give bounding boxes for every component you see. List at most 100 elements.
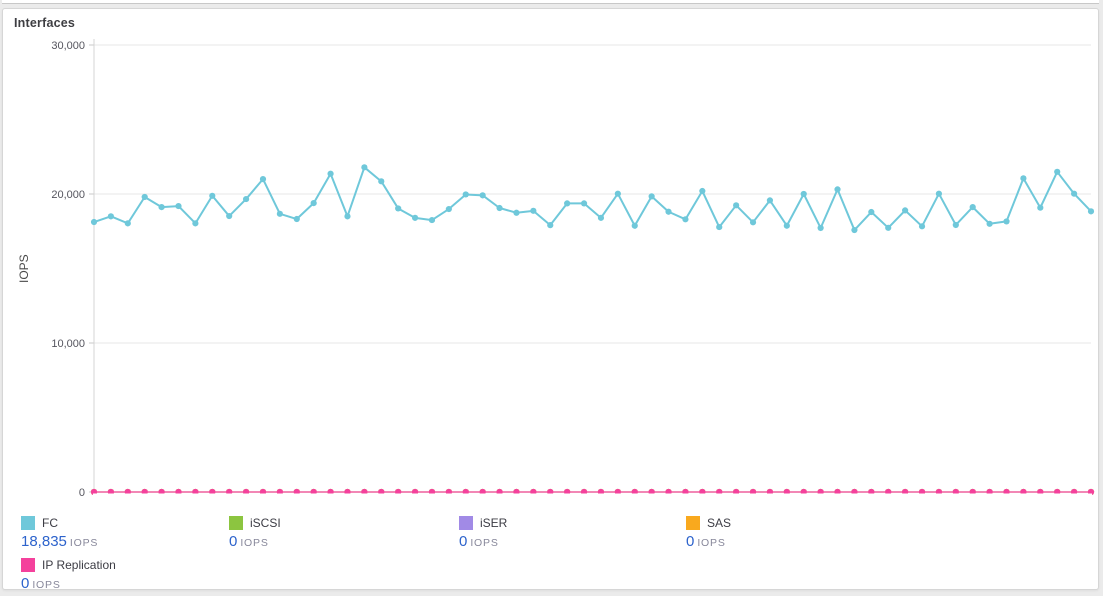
iser-iops-value: 0 bbox=[459, 533, 468, 550]
fc-series-marker bbox=[310, 199, 317, 207]
interfaces-chart: 0 10,000 20,000 30,000 bbox=[51, 39, 1095, 501]
legend-head: SAS bbox=[686, 515, 731, 531]
fc-series-marker bbox=[428, 216, 436, 224]
baseline-mask bbox=[93, 493, 1092, 501]
fc-series-marker bbox=[564, 200, 571, 207]
fc-series-marker bbox=[580, 200, 588, 207]
fc-series-marker bbox=[918, 223, 926, 230]
fc-series-marker bbox=[209, 192, 216, 199]
fc-series-marker bbox=[327, 170, 334, 177]
panel-title: Interfaces bbox=[14, 16, 76, 30]
fc-series-marker bbox=[513, 209, 520, 216]
ip-replication-iops-unit: IOPS bbox=[32, 579, 61, 591]
fc-series-marker bbox=[766, 197, 774, 204]
legend-item-iscsi[interactable]: iSCSI 0 IOPS bbox=[229, 515, 281, 550]
previous-panel-edge bbox=[2, 0, 1099, 4]
fc-series-marker bbox=[817, 224, 824, 232]
fc-series-marker bbox=[124, 220, 131, 227]
iscsi-series-swatch bbox=[229, 516, 243, 530]
iscsi-iops-unit: IOPS bbox=[240, 537, 269, 549]
y-tick-label: 20,000 bbox=[51, 189, 85, 201]
fc-series-marker bbox=[175, 202, 182, 210]
legend-value-sas: 0 IOPS bbox=[686, 534, 731, 550]
ip-replication-series-swatch bbox=[21, 558, 35, 572]
fc-series-marker bbox=[1071, 190, 1078, 197]
fc-series-marker bbox=[614, 190, 621, 197]
legend-label-iser: iSER bbox=[480, 516, 508, 530]
legend-head: FC bbox=[21, 515, 98, 531]
fc-series-marker bbox=[597, 214, 605, 221]
fc-series-marker bbox=[749, 219, 757, 226]
fc-series-marker bbox=[1003, 218, 1010, 225]
legend-head: iSER bbox=[459, 515, 507, 531]
fc-series-marker bbox=[1037, 204, 1044, 211]
legend-head: IP Replication bbox=[21, 557, 116, 573]
legend-value-ip-replication: 0 IOPS bbox=[21, 576, 116, 592]
fc-series-marker bbox=[902, 207, 909, 214]
fc-series-marker bbox=[716, 223, 723, 231]
interfaces-panel: Interfaces IOPS 0 10,000 20,000 30,000 FC 1… bbox=[2, 8, 1100, 592]
iscsi-iops-value: 0 bbox=[229, 533, 238, 550]
fc-series-marker bbox=[1020, 175, 1027, 182]
fc-series-marker bbox=[952, 221, 959, 229]
fc-series-marker bbox=[293, 215, 300, 223]
legend-label-iscsi: iSCSI bbox=[250, 516, 281, 530]
fc-series-marker bbox=[107, 213, 114, 220]
fc-series-marker bbox=[851, 226, 858, 234]
fc-series-marker bbox=[800, 190, 807, 198]
sas-iops-value: 0 bbox=[686, 533, 695, 550]
fc-series-swatch bbox=[21, 516, 35, 530]
fc-series-marker bbox=[462, 191, 469, 198]
fc-series-marker bbox=[192, 220, 199, 227]
legend-value-iser: 0 IOPS bbox=[459, 534, 507, 550]
sas-iops-unit: IOPS bbox=[697, 537, 726, 549]
fc-series-marker bbox=[530, 207, 537, 214]
fc-series-marker bbox=[226, 212, 233, 220]
fc-series-marker bbox=[276, 210, 283, 217]
fc-series-marker bbox=[834, 186, 841, 193]
fc-series-marker bbox=[885, 224, 892, 231]
ip-replication-iops-value: 0 bbox=[21, 575, 30, 592]
fc-series-marker bbox=[665, 208, 672, 215]
fc-series-marker bbox=[259, 176, 267, 183]
fc-series-marker bbox=[496, 204, 503, 212]
fc-series-line bbox=[93, 166, 1092, 232]
fc-series-marker bbox=[868, 208, 875, 216]
fc-series-marker bbox=[547, 222, 554, 229]
y-tick-label: 10,000 bbox=[51, 338, 85, 350]
fc-series-marker bbox=[783, 222, 790, 229]
legend-label-ip-replication: IP Replication bbox=[42, 558, 116, 572]
legend-item-sas[interactable]: SAS 0 IOPS bbox=[686, 515, 731, 550]
fc-series-marker bbox=[445, 205, 452, 213]
legend-item-iser[interactable]: iSER 0 IOPS bbox=[459, 515, 507, 550]
fc-series-marker bbox=[1054, 168, 1061, 175]
fc-series-marker bbox=[361, 164, 368, 171]
fc-series-marker bbox=[378, 178, 385, 185]
fc-series-marker bbox=[141, 193, 148, 201]
y-tick-label: 30,000 bbox=[51, 40, 85, 52]
fc-series-marker bbox=[242, 195, 250, 203]
legend-label-fc: FC bbox=[42, 516, 58, 530]
fc-series-marker bbox=[344, 213, 351, 220]
fc-iops-unit: IOPS bbox=[69, 537, 99, 549]
fc-series-marker bbox=[411, 214, 419, 221]
legend-item-fc[interactable]: FC 18,835 IOPS bbox=[21, 515, 98, 550]
fc-series-marker bbox=[631, 222, 638, 229]
chart-legend: FC 18,835 IOPS iSCSI 0 IOPS iSER 0 IOPS bbox=[3, 9, 1100, 592]
fc-series-marker bbox=[935, 190, 943, 197]
legend-label-sas: SAS bbox=[707, 516, 732, 530]
fc-series-marker bbox=[682, 216, 689, 223]
legend-value-iscsi: 0 IOPS bbox=[229, 534, 281, 550]
fc-series-marker bbox=[986, 220, 993, 227]
fc-series-marker bbox=[395, 205, 402, 212]
fc-series-marker bbox=[158, 204, 165, 211]
legend-item-ip-replication[interactable]: IP Replication 0 IOPS bbox=[21, 557, 116, 592]
fc-series-marker bbox=[733, 202, 740, 209]
fc-series-marker bbox=[479, 192, 486, 199]
sas-series-swatch bbox=[686, 516, 700, 530]
fc-iops-value: 18,835 bbox=[21, 533, 67, 550]
fc-series-marker bbox=[699, 187, 706, 195]
iser-iops-unit: IOPS bbox=[470, 537, 499, 549]
fc-series-marker bbox=[969, 204, 976, 211]
fc-series-marker bbox=[90, 218, 98, 226]
